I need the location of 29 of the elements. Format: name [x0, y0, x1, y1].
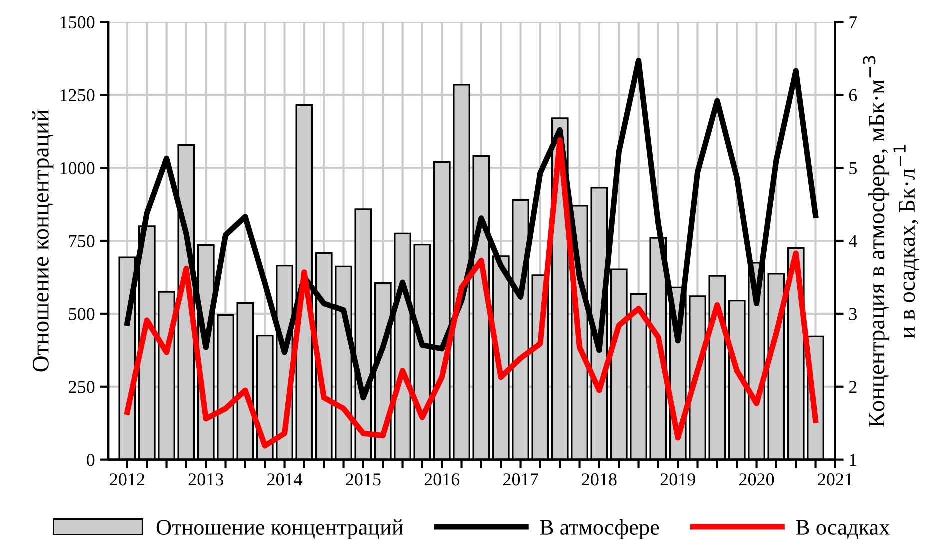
y2-tick-label: 5	[850, 162, 857, 174]
y-axis-title: Отношение концентраций	[32, 110, 54, 372]
y-tick-label: 1500	[60, 16, 95, 29]
y-tick-label: 500	[69, 308, 95, 320]
x-tick-label: 2018	[582, 474, 617, 486]
y2-tick-label: 6	[849, 89, 858, 102]
y-tick-label: 250	[69, 381, 95, 394]
y-tick-label: 750	[69, 235, 95, 248]
x-tick-label: 2014	[268, 474, 303, 486]
y-tick-label: 1250	[60, 89, 95, 102]
y2-tick-label: 7	[850, 16, 858, 28]
x-tick-label: 2019	[660, 474, 696, 486]
y-tick-label: 0	[87, 454, 95, 466]
x-tick-label: 2020	[740, 474, 774, 486]
x-tick-label: 2012	[110, 474, 144, 486]
y2-tick-label: 4	[848, 235, 858, 248]
x-tick-label: 2016	[424, 474, 460, 486]
y-tick-label: 1000	[60, 162, 95, 174]
legend-label: В атмосфере	[540, 519, 660, 540]
x-tick-label: 2021	[818, 474, 852, 486]
text: Концентрация в атмосфере, мБк·м$^{−3}$ и в осадках, Бк·л$^{−1}$	[863, 56, 920, 428]
x-tick-label: 2015	[346, 474, 381, 486]
x-tick-label: 2017	[504, 474, 538, 486]
y2-tick-label: 3	[850, 308, 857, 320]
legend-label: Отношение концентраций	[156, 520, 404, 540]
y2-tick-label: 2	[849, 381, 857, 394]
legend-label: В осадках	[796, 520, 890, 540]
y2-tick-label: 1	[850, 454, 857, 466]
x-tick-label: 2013	[188, 474, 224, 486]
